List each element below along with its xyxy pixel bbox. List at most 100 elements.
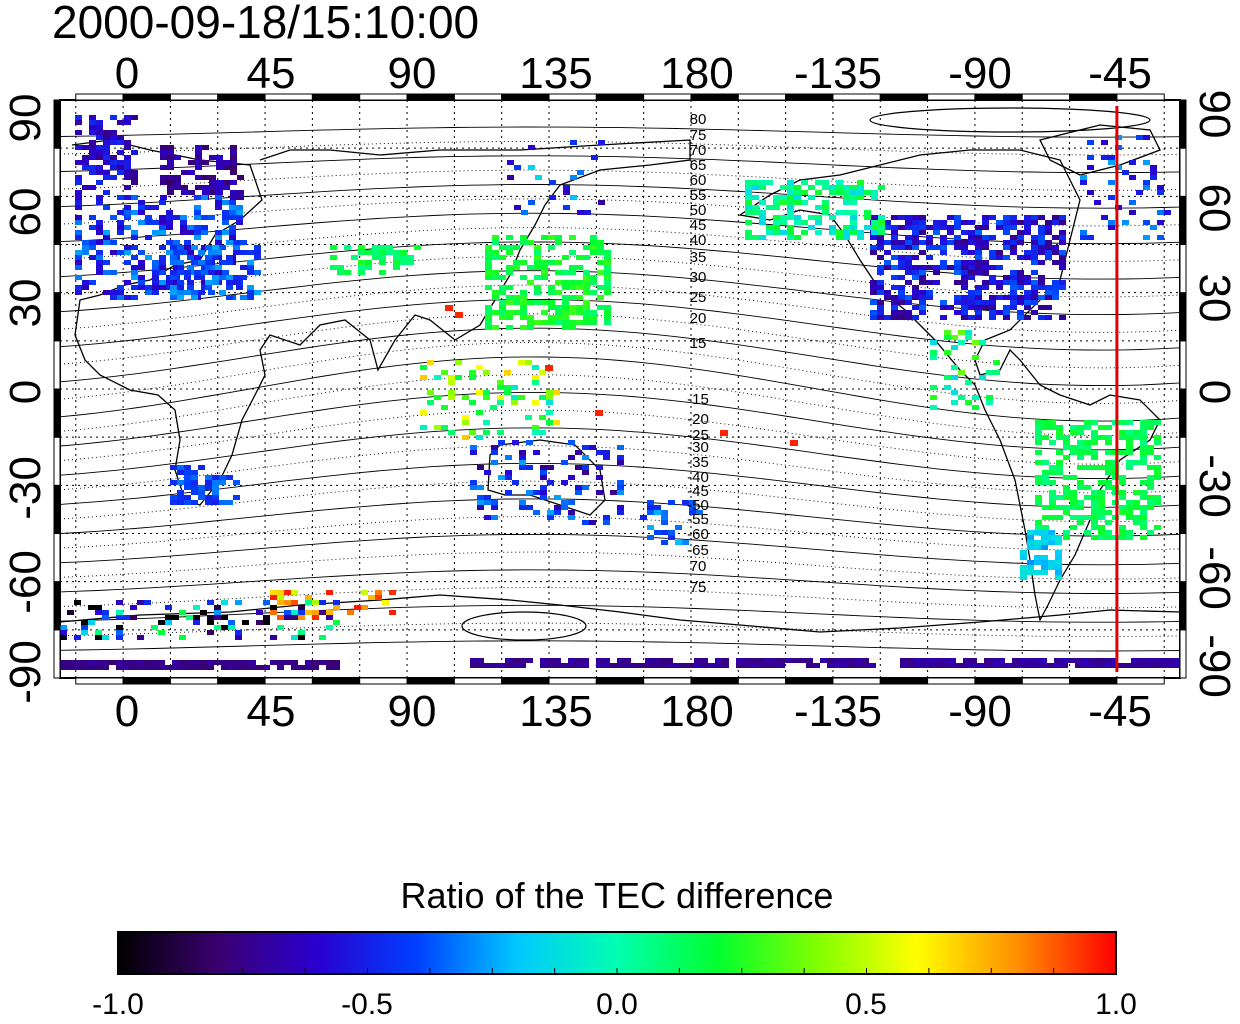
tec-cell (333, 605, 340, 610)
tec-cell (205, 255, 212, 260)
magnetic-contour-line (59, 327, 1181, 387)
axis-bars (53, 93, 1187, 685)
tec-cell (1084, 465, 1091, 470)
tec-cell (138, 280, 145, 285)
tec-cell (326, 660, 333, 665)
tec-cell (144, 600, 151, 605)
tec-cell (905, 295, 912, 300)
tec-cell (207, 660, 214, 665)
tec-cell (891, 240, 898, 245)
tec-cell (961, 310, 968, 315)
tec-cell (219, 245, 226, 250)
tec-cell (448, 390, 455, 395)
tec-cell (864, 210, 871, 215)
tec-cell (1140, 445, 1147, 450)
tec-cell (583, 305, 590, 310)
tec-cell (548, 320, 555, 325)
tec-cell (604, 310, 611, 315)
tec-cell (555, 235, 562, 240)
tec-cell (96, 180, 103, 185)
tec-cell (247, 260, 254, 265)
tec-cell (1042, 515, 1049, 520)
tec-cell (780, 185, 787, 190)
bottom-axis-bar (217, 677, 266, 685)
tec-cell (549, 195, 556, 200)
tec-cell (470, 663, 477, 668)
tec-cell (986, 400, 993, 405)
tec-cell (555, 315, 562, 320)
tec-cell (996, 220, 1003, 225)
tec-cell (815, 190, 822, 195)
tec-cell (1049, 505, 1056, 510)
tec-cell (668, 500, 675, 505)
tec-cell (1119, 430, 1126, 435)
tec-cell (187, 280, 194, 285)
tec-cell (1070, 495, 1077, 500)
tec-cell (485, 310, 492, 315)
tec-cell (485, 255, 492, 260)
tec-cell (547, 510, 554, 515)
tec-cell (1126, 505, 1133, 510)
tec-cell (240, 295, 247, 300)
tec-cell (993, 360, 1000, 365)
tec-cell (448, 395, 455, 400)
tec-cell (540, 465, 547, 470)
tec-cell (1052, 285, 1059, 290)
tec-cell (207, 620, 214, 625)
tec-cell (170, 270, 177, 275)
tec-cell (1105, 510, 1112, 515)
tec-cell (485, 245, 492, 250)
tec-cell (1068, 658, 1075, 663)
tec-cell (898, 245, 905, 250)
tec-cell (305, 660, 312, 665)
tec-cell (589, 445, 596, 450)
tec-cell (526, 658, 533, 663)
tec-cell (752, 185, 759, 190)
tec-cell (907, 663, 914, 668)
tec-cell (965, 335, 972, 340)
tec-cell (117, 120, 124, 125)
tec-cell (191, 260, 198, 265)
tec-cell (1098, 530, 1105, 535)
tec-cell (491, 460, 498, 465)
tec-cell (912, 265, 919, 270)
tec-cell (180, 215, 187, 220)
tec-cell (89, 145, 96, 150)
tec-cell (521, 210, 528, 215)
tec-cell (528, 145, 535, 150)
tec-cell (905, 270, 912, 275)
tec-cell (1077, 465, 1084, 470)
left-axis-bar (53, 195, 61, 245)
bottom-axis-bar (359, 677, 408, 685)
tec-cell (195, 150, 202, 155)
tec-cell (617, 480, 624, 485)
tec-cell (235, 665, 242, 670)
tec-cell (919, 310, 926, 315)
tec-cell (549, 180, 556, 185)
tec-data-cells (60, 115, 1180, 670)
tec-cell (968, 240, 975, 245)
tec-cell (1056, 460, 1063, 465)
tec-cell (484, 495, 491, 500)
tec-cell (226, 260, 233, 265)
tec-cell (1034, 570, 1041, 575)
tec-cell (562, 280, 569, 285)
bottom-lon-label: 135 (519, 687, 592, 736)
tec-cell (226, 240, 233, 245)
tec-cell (312, 600, 319, 605)
tec-cell (532, 400, 539, 405)
tec-cell (201, 230, 208, 235)
tec-cell (862, 663, 869, 668)
tec-cell (583, 245, 590, 250)
tec-cell (212, 490, 219, 495)
tec-cell (546, 410, 553, 415)
tec-cell (263, 615, 270, 620)
tec-cell (794, 195, 801, 200)
tec-cell (455, 375, 462, 380)
tec-cell (131, 295, 138, 300)
tec-cell (701, 658, 708, 663)
tec-cell (1154, 420, 1161, 425)
tec-cell (958, 370, 965, 375)
tec-cell (891, 245, 898, 250)
tec-cell (1024, 290, 1031, 295)
